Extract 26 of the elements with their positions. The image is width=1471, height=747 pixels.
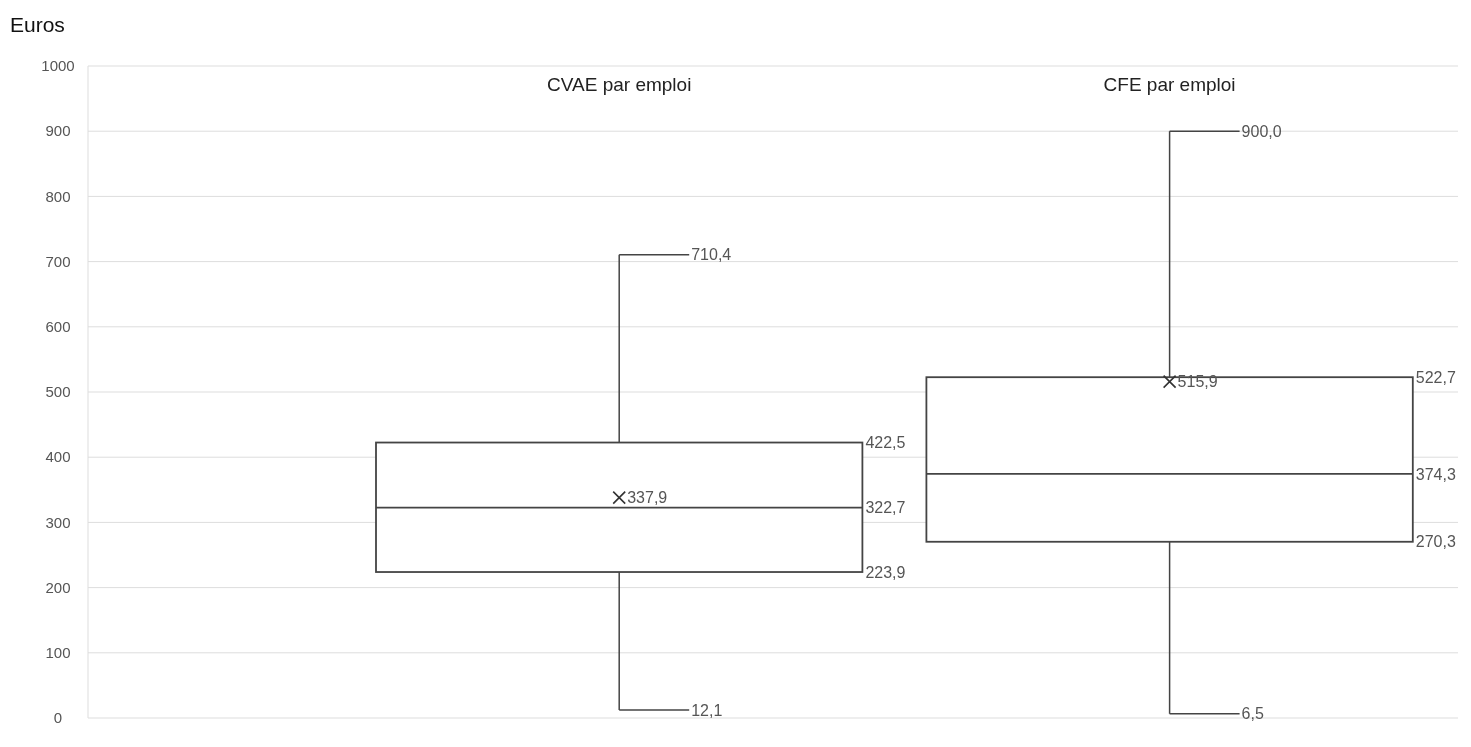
annotation: 12,1 <box>691 701 723 719</box>
y-tick-label: 400 <box>45 448 71 466</box>
annotation: 322,7 <box>865 499 906 517</box>
annotation: 223,9 <box>865 563 906 581</box>
y-tick-label: 500 <box>45 383 71 401</box>
x-tick-label: CVAE par emploi <box>547 74 692 95</box>
y-tick-label: 1000 <box>41 57 75 75</box>
y-tick-label: 800 <box>45 187 71 205</box>
y-tick-label: 600 <box>45 318 71 336</box>
y-tick-label: 700 <box>45 252 71 270</box>
annotation: 900,0 <box>1241 122 1282 140</box>
x-tick-label: CFE par emploi <box>1103 74 1236 95</box>
annotation: 422,5 <box>865 434 906 452</box>
y-tick-label: 900 <box>45 122 71 140</box>
annotation: 515,9 <box>1177 373 1218 391</box>
annotation: 710,4 <box>691 246 732 264</box>
y-tick-label: 200 <box>45 578 71 596</box>
y-tick-label: 0 <box>53 709 63 727</box>
annotation: 270,3 <box>1415 533 1456 551</box>
annotation: 6,5 <box>1241 705 1264 723</box>
annotation: 522,7 <box>1415 368 1456 386</box>
y-axis-title: Euros <box>10 13 65 36</box>
annotation: 374,3 <box>1415 465 1456 483</box>
y-tick-label: 300 <box>45 513 71 531</box>
y-tick-label: 100 <box>45 644 71 662</box>
annotation: 337,9 <box>627 489 668 507</box>
